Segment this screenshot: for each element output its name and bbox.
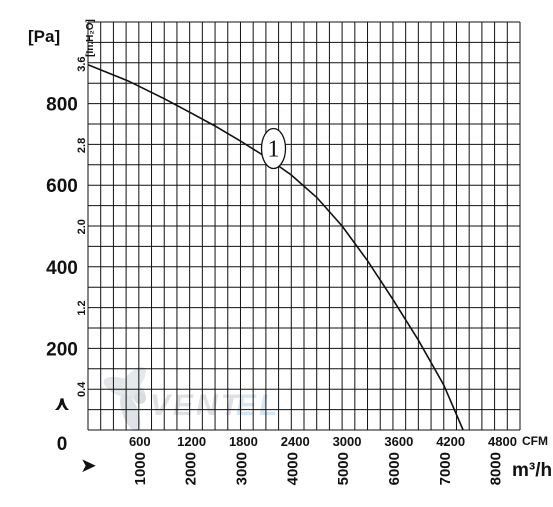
- watermark-text-el: EL: [236, 389, 280, 422]
- x-tick-cfm: 4800: [488, 434, 517, 449]
- x-tick-m3h: 6000: [386, 452, 403, 485]
- y-tick-pa: 0: [57, 434, 68, 455]
- x-tick-m3h: 3000: [233, 452, 250, 485]
- x-tick-cfm: 1800: [229, 434, 258, 449]
- y-tick-pa: 400: [46, 258, 78, 279]
- x-tick-cfm: 3000: [333, 434, 362, 449]
- x-tick-cfm: 1200: [177, 434, 206, 449]
- y-tick-inh2o: 1.2: [76, 300, 88, 315]
- y-arrow-icon: ⋏: [54, 391, 70, 415]
- x-arrow-icon: ➤: [80, 453, 97, 477]
- x-tick-m3h: 5000: [335, 452, 352, 485]
- x-tick-m3h: 1000: [132, 452, 149, 485]
- y-tick-pa: 600: [46, 176, 78, 197]
- series-line-1: [87, 64, 464, 431]
- annotation-label: 1: [268, 136, 280, 162]
- y-tick-inh2o: 0.4: [76, 381, 88, 397]
- ventel-watermark: VENT EL: [103, 366, 280, 432]
- curve-annotation: 1: [260, 127, 287, 170]
- y-tick-inh2o: 2.8: [76, 138, 88, 153]
- y-tick-pa: 200: [46, 339, 78, 360]
- y-tick-inh2o: 2.0: [76, 219, 88, 234]
- y-axis-label-inh2o: [In.H₂O]: [85, 19, 96, 57]
- watermark-text-vent: VENT: [150, 389, 242, 422]
- x-tick-cfm: 3600: [384, 434, 413, 449]
- x-tick-m3h: 8000: [488, 452, 505, 485]
- y-tick-inh2o: 3.6: [76, 56, 88, 71]
- y-axis-label-pa: [Pa]: [28, 27, 60, 46]
- grid: [87, 21, 521, 431]
- x-tick-m3h: 4000: [284, 452, 301, 485]
- label-layer: 0 200 400 600 800 0.4 1.2 2.0 2.8 3.6 [Pa] [In.H₂O]…: [28, 19, 552, 485]
- x-axis-label-cfm: CFM: [522, 434, 548, 448]
- x-tick-m3h: 2000: [183, 452, 200, 485]
- x-tick-cfm: 4200: [436, 434, 465, 449]
- x-tick-m3h: 7000: [437, 452, 454, 485]
- x-axis-label-m3h: m³/h: [512, 460, 552, 481]
- y-tick-pa: 800: [46, 95, 78, 116]
- x-tick-cfm: 2400: [281, 434, 310, 449]
- x-tick-cfm: 600: [129, 434, 151, 449]
- annotation-ellipse: [260, 127, 287, 170]
- curve-layer: 1: [87, 64, 464, 431]
